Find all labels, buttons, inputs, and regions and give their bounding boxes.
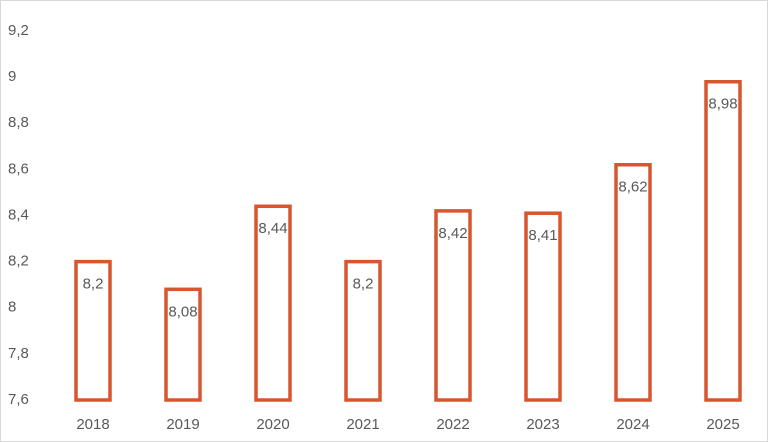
y-tick-label: 8,4: [8, 206, 29, 223]
bar: [344, 259, 382, 402]
y-tick-label: 7,6: [8, 391, 29, 408]
y-tick-label: 9,2: [8, 22, 29, 39]
y-tick-label: 9: [8, 68, 16, 85]
y-tick-label: 8,8: [8, 114, 29, 131]
y-tick-label: 7,8: [8, 345, 29, 362]
data-label: 8,42: [438, 225, 467, 242]
x-tick-label: 2019: [166, 416, 199, 433]
data-label: 8,2: [353, 276, 374, 293]
x-tick-label: 2018: [76, 416, 109, 433]
bar: [524, 211, 562, 402]
y-tick-label: 8: [8, 299, 16, 316]
data-label: 8,2: [83, 276, 104, 293]
y-tick-label: 8,2: [8, 253, 29, 270]
bar: [614, 163, 652, 402]
data-label: 8,41: [528, 227, 557, 244]
bar: [254, 204, 292, 402]
data-label: 8,08: [168, 303, 197, 320]
x-tick-label: 2022: [436, 416, 469, 433]
data-label: 8,98: [708, 96, 737, 113]
x-tick-label: 2021: [346, 416, 379, 433]
bar: [434, 209, 472, 402]
y-tick-label: 8,6: [8, 160, 29, 177]
x-tick-label: 2025: [706, 416, 739, 433]
data-label: 8,44: [258, 220, 287, 237]
bar: [74, 259, 112, 402]
bar: [704, 79, 742, 402]
x-tick-label: 2023: [526, 416, 559, 433]
x-tick-label: 2020: [256, 416, 289, 433]
data-label: 8,62: [618, 179, 647, 196]
x-tick-label: 2024: [616, 416, 649, 433]
bar: [164, 287, 202, 402]
